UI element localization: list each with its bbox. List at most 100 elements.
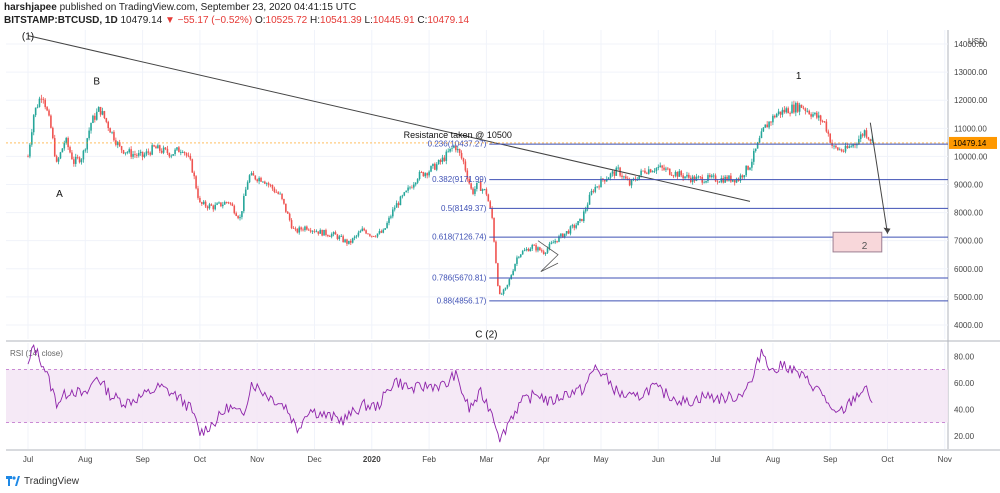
candle-body — [416, 179, 419, 183]
candle-body — [548, 243, 551, 249]
annotation-label: (1) — [22, 32, 34, 43]
candle-body — [392, 209, 394, 217]
candle-body — [193, 172, 195, 177]
candle-body — [667, 168, 669, 170]
candle-body — [327, 235, 329, 237]
candle-body — [241, 211, 243, 218]
candle-body — [665, 168, 667, 170]
candle-body — [395, 203, 398, 208]
candle-body — [264, 181, 266, 184]
candle-body — [191, 159, 194, 173]
candle-body — [336, 234, 339, 239]
low-label: L: — [364, 15, 373, 26]
candle-body — [424, 173, 427, 177]
candle-body — [57, 158, 60, 162]
candle-body — [758, 138, 761, 143]
candle-body — [644, 170, 646, 173]
candle-body — [451, 147, 453, 149]
time-tick-label: Jul — [23, 455, 33, 464]
candle-body — [546, 248, 549, 253]
candle-body — [44, 99, 46, 108]
candle-body — [319, 229, 322, 234]
candle-body — [531, 244, 534, 249]
candle-body — [353, 236, 356, 239]
candle-body — [504, 287, 507, 290]
brand-name[interactable]: TradingView — [24, 475, 80, 487]
candle-body — [285, 203, 287, 212]
candle-body — [535, 245, 537, 251]
candle-body — [405, 190, 407, 193]
candle-body — [604, 180, 606, 182]
candle-body — [124, 152, 127, 154]
candle-body — [118, 142, 121, 147]
candle-body — [863, 130, 866, 136]
candle-body — [197, 188, 199, 198]
time-tick-label: Jul — [710, 455, 720, 464]
candle-body — [760, 131, 763, 139]
author[interactable]: harshjapee — [4, 2, 57, 13]
candle-body — [359, 231, 362, 233]
last-price-tag-label: 10479.14 — [953, 139, 987, 148]
candle-body — [745, 165, 747, 176]
candle-body — [533, 244, 535, 246]
candle-body — [46, 107, 48, 111]
candle-body — [214, 204, 216, 210]
candle-body — [714, 175, 717, 182]
candle-body — [369, 234, 371, 236]
candle-body — [630, 179, 633, 186]
candle-body — [367, 233, 369, 235]
candle-body — [453, 145, 455, 148]
candle-body — [94, 115, 96, 120]
candle-body — [363, 228, 365, 231]
candle-body — [401, 195, 404, 197]
candle-body — [311, 230, 314, 232]
candle-body — [519, 254, 522, 257]
candle-body — [869, 139, 872, 142]
candle-body — [477, 181, 480, 183]
candle-body — [518, 256, 520, 258]
candle-body — [111, 131, 113, 133]
fib-level-label: 0.786(5670.81) — [432, 274, 487, 283]
candle-body — [149, 152, 152, 155]
fib-level-label: 0.5(8149.37) — [441, 204, 487, 213]
candle-body — [439, 159, 442, 162]
candle-body — [435, 164, 438, 170]
candle-body — [777, 111, 780, 115]
candle-body — [554, 240, 556, 243]
candle-body — [74, 156, 77, 164]
candle-body — [201, 202, 203, 204]
candle-body — [749, 167, 751, 170]
candle-body — [378, 231, 381, 234]
candle-body — [775, 114, 778, 118]
price-tick-label: 10000.00 — [954, 152, 988, 161]
candle-body — [269, 184, 272, 186]
candle-body — [791, 104, 793, 114]
candle-body — [86, 138, 89, 150]
candle-body — [286, 211, 289, 214]
candle-body — [155, 146, 157, 149]
candle-body — [357, 232, 360, 236]
candle-body — [647, 169, 650, 174]
rsi-tick-label: 80.00 — [954, 352, 975, 361]
candle-body — [185, 153, 188, 156]
candle-body — [655, 167, 658, 171]
candle-body — [233, 205, 236, 214]
candle-body — [32, 115, 35, 133]
candle-body — [684, 176, 686, 179]
candle-body — [36, 106, 39, 108]
candle-body — [235, 213, 237, 216]
time-tick-label: Sep — [135, 455, 150, 464]
candle-body — [856, 144, 858, 146]
candle-body — [508, 279, 511, 285]
low-value: 10445.91 — [372, 15, 415, 26]
candle-body — [581, 218, 583, 222]
time-tick-label: Sep — [823, 455, 838, 464]
candle-body — [166, 148, 169, 154]
candle-body — [101, 111, 104, 115]
candle-body — [344, 239, 346, 243]
candle-body — [340, 236, 343, 238]
candle-body — [290, 220, 293, 229]
candle-body — [449, 148, 451, 152]
candle-body — [521, 251, 524, 255]
